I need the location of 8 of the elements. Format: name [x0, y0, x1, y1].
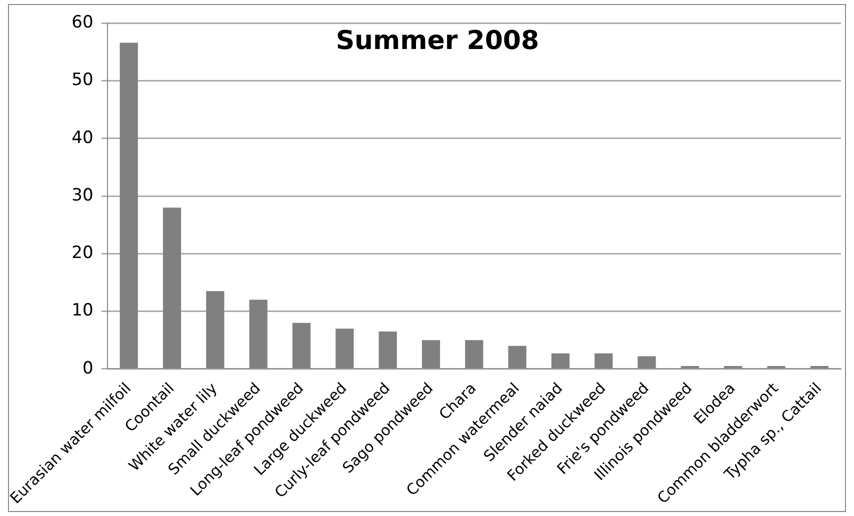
chart-title: Summer 2008	[336, 26, 540, 56]
y-tick-label: 30	[72, 185, 94, 206]
y-tick-label: 40	[72, 128, 94, 148]
y-tick-label: 10	[72, 300, 94, 321]
y-tick-label: 0	[82, 358, 94, 378]
y-tick-label: 60	[72, 12, 94, 33]
y-tick-label: 50	[72, 70, 94, 90]
y-tick-label: 20	[72, 243, 94, 264]
